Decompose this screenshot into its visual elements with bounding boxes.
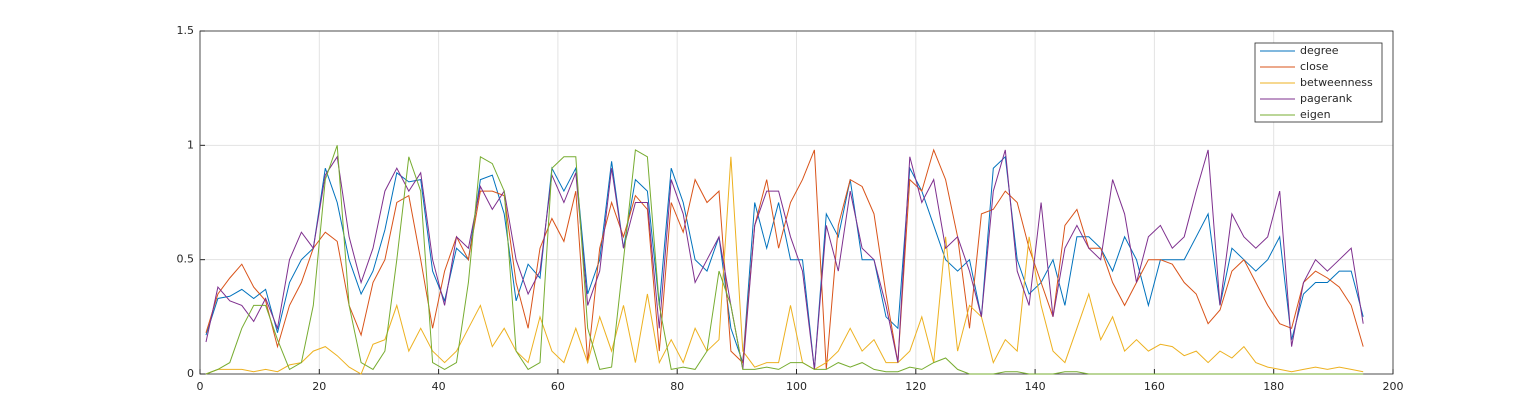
series-line [205, 149, 1364, 370]
y-tick-label: 0 [187, 367, 194, 380]
x-tick-label: 60 [551, 380, 565, 393]
legend-label: close [1300, 60, 1329, 73]
x-tick-label: 120 [905, 380, 926, 393]
legend-label: betweenness [1300, 76, 1373, 89]
series-line [205, 145, 1364, 375]
series-line [205, 148, 1364, 370]
x-tick-label: 200 [1383, 380, 1404, 393]
x-tick-label: 140 [1025, 380, 1046, 393]
y-tick-label: 1 [187, 138, 194, 151]
x-tick-label: 40 [432, 380, 446, 393]
axes-box [199, 30, 1394, 375]
x-tick-label: 20 [312, 380, 326, 393]
series-line [205, 155, 1364, 370]
x-tick-label: 0 [197, 380, 204, 393]
x-tick-label: 80 [670, 380, 684, 393]
y-tick-label: 1.5 [177, 24, 195, 37]
y-tick-label: 0.5 [177, 253, 195, 266]
legend-label: pagerank [1300, 92, 1353, 105]
x-tick-label: 160 [1144, 380, 1165, 393]
series-line [205, 156, 1364, 375]
legend-label: degree [1300, 44, 1339, 57]
x-tick-label: 180 [1263, 380, 1284, 393]
x-tick-label: 100 [786, 380, 807, 393]
legend-label: eigen [1300, 108, 1331, 121]
